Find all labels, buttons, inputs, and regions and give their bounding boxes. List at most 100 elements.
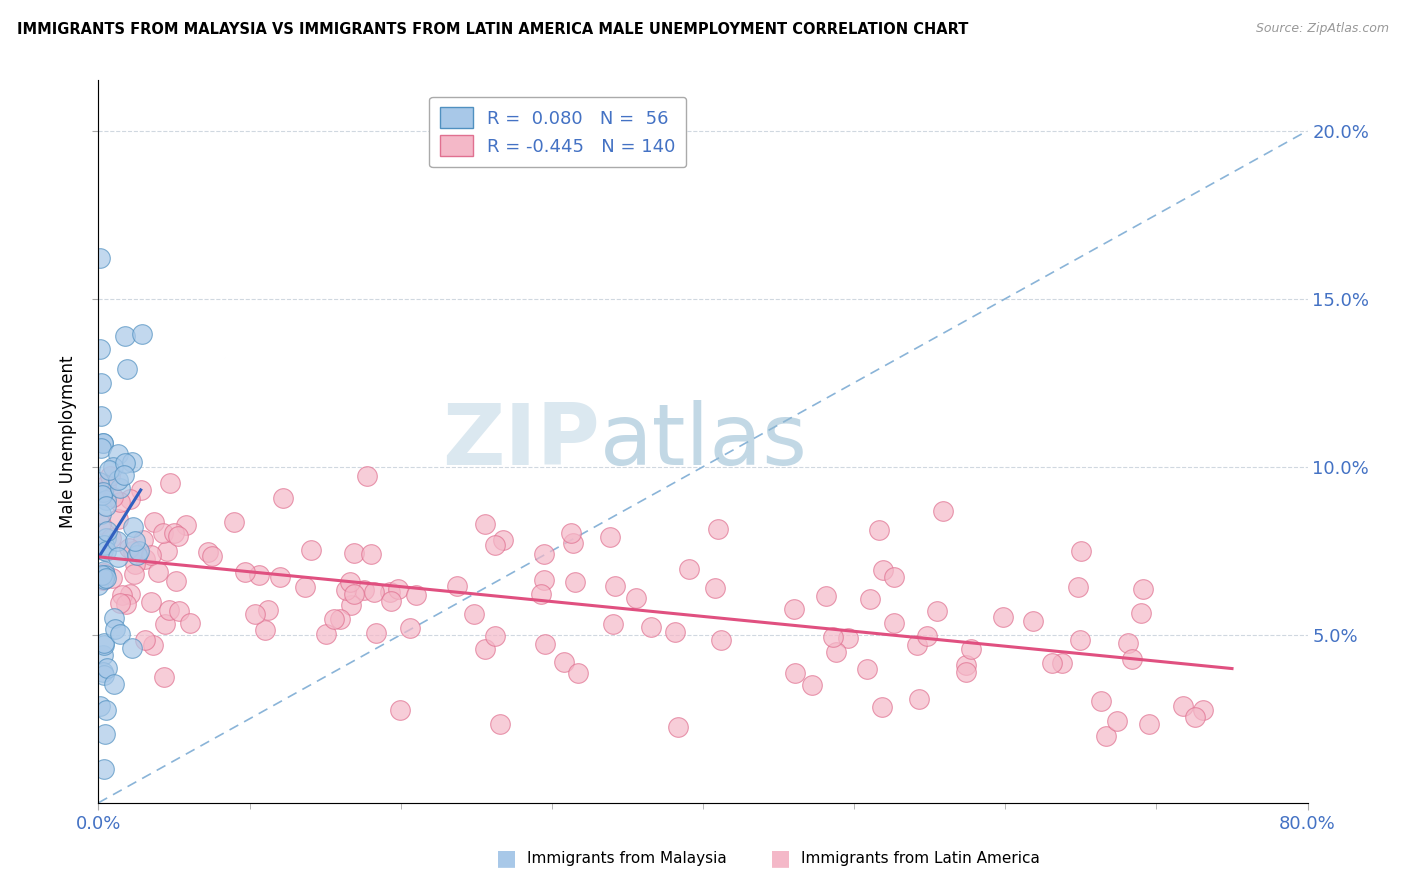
Point (166, 529, 188, 543)
Point (247, 568, 270, 582)
Point (883, 615, 905, 630)
Point (131, 483, 153, 497)
Point (294, 581, 316, 595)
Point (94, 477, 117, 491)
Point (98, 463, 121, 477)
Point (93, 538, 115, 552)
Point (103, 459, 125, 474)
Point (1040, 657, 1063, 671)
Point (93, 665, 115, 679)
Point (90, 376, 112, 390)
Point (366, 625, 388, 640)
Point (1050, 657, 1073, 671)
Point (96, 524, 118, 538)
Point (167, 604, 190, 618)
Point (599, 530, 621, 544)
Point (94, 567, 117, 582)
Point (115, 361, 138, 376)
Point (98, 469, 121, 483)
Point (801, 678, 824, 692)
Point (474, 517, 496, 532)
Point (93, 564, 115, 578)
Point (90, 409, 112, 424)
Legend: R =  0.080   N =  56, R = -0.445   N = 140: R = 0.080 N = 56, R = -0.445 N = 140 (429, 96, 686, 167)
Point (139, 548, 162, 562)
Point (253, 623, 276, 637)
Point (343, 587, 366, 601)
Point (121, 640, 143, 655)
Point (124, 558, 146, 572)
Point (93, 636, 115, 650)
Point (108, 481, 131, 495)
Point (91, 436, 114, 450)
Text: ■: ■ (496, 848, 516, 868)
Point (222, 515, 245, 529)
Point (128, 544, 150, 558)
Point (107, 473, 129, 487)
Point (152, 526, 174, 541)
Point (626, 591, 648, 606)
Point (488, 717, 510, 731)
Point (484, 629, 506, 643)
Point (159, 476, 181, 491)
Point (1107, 714, 1129, 728)
Point (89, 484, 111, 499)
Point (96, 499, 118, 513)
Point (87, 578, 110, 592)
Point (960, 641, 983, 656)
Point (257, 603, 280, 617)
Point (93, 435, 115, 450)
Point (870, 699, 893, 714)
Point (103, 490, 125, 504)
Point (108, 495, 131, 509)
Point (925, 604, 948, 618)
Point (153, 670, 176, 684)
Point (837, 631, 859, 645)
Point (108, 627, 131, 641)
Point (1022, 614, 1045, 628)
Point (821, 630, 844, 644)
Point (156, 543, 179, 558)
Point (859, 592, 882, 607)
Text: IMMIGRANTS FROM MALAYSIA VS IMMIGRANTS FROM LATIN AMERICA MALE UNEMPLOYMENT CORR: IMMIGRANTS FROM MALAYSIA VS IMMIGRANTS F… (17, 22, 969, 37)
Point (121, 455, 143, 469)
Point (783, 602, 806, 616)
Point (814, 589, 837, 603)
Point (1069, 632, 1091, 647)
Point (93, 667, 115, 681)
Point (139, 595, 162, 609)
Point (131, 326, 153, 341)
Point (666, 720, 689, 734)
Point (96, 703, 118, 717)
Point (91, 568, 114, 582)
Point (1121, 651, 1143, 665)
Text: Immigrants from Latin America: Immigrants from Latin America (801, 851, 1040, 865)
Text: atlas: atlas (600, 400, 808, 483)
Point (101, 571, 124, 585)
Point (825, 645, 848, 659)
Point (883, 570, 905, 584)
Point (1191, 703, 1213, 717)
Point (605, 579, 627, 593)
Point (1130, 607, 1153, 621)
Point (1070, 544, 1092, 558)
Point (530, 587, 553, 601)
Point (243, 607, 266, 622)
Point (908, 692, 931, 706)
Text: ZIP: ZIP (443, 400, 600, 483)
Point (122, 520, 145, 534)
Point (353, 583, 375, 598)
Point (90, 441, 112, 455)
Point (103, 677, 125, 691)
Point (562, 536, 585, 550)
Point (111, 588, 134, 602)
Point (533, 547, 555, 561)
Point (131, 533, 153, 548)
Point (89, 342, 111, 356)
Point (955, 657, 977, 672)
Point (932, 504, 955, 518)
Point (118, 492, 141, 507)
Point (553, 655, 575, 669)
Point (142, 515, 165, 529)
Point (165, 574, 187, 588)
